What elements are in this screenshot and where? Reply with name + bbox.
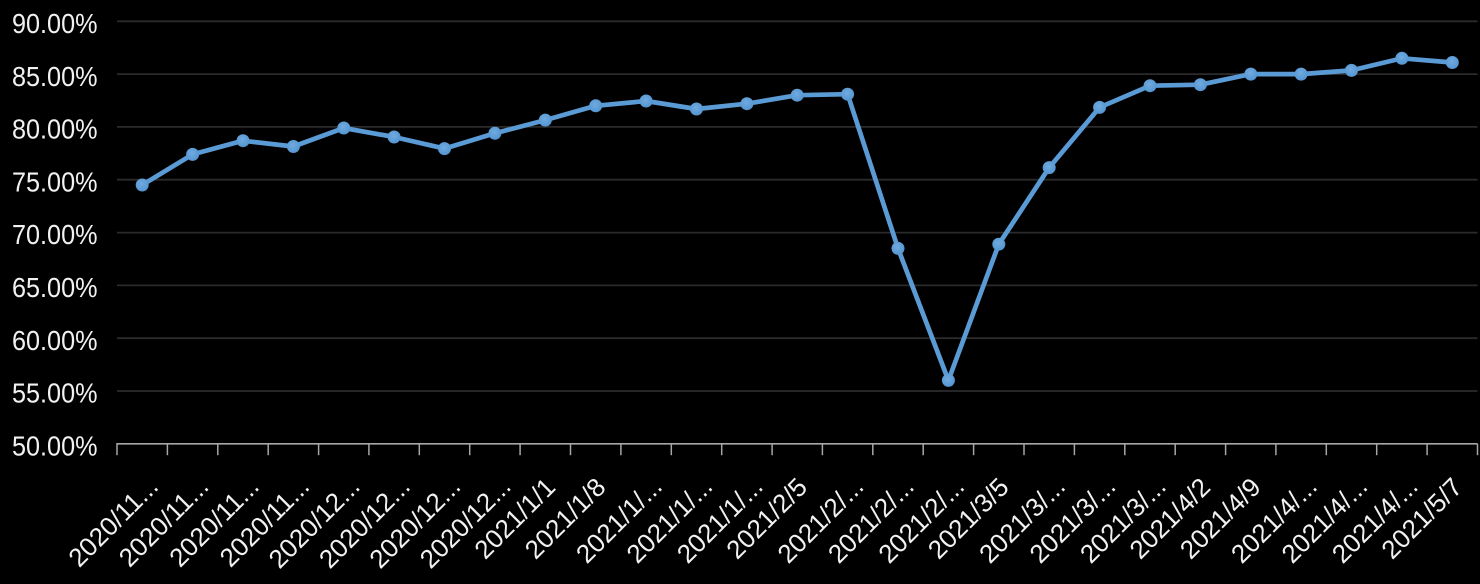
svg-text:60.00%: 60.00% <box>12 325 98 356</box>
svg-text:90.00%: 90.00% <box>12 8 98 39</box>
svg-text:85.00%: 85.00% <box>12 61 98 92</box>
svg-text:75.00%: 75.00% <box>12 166 98 197</box>
svg-text:65.00%: 65.00% <box>12 272 98 303</box>
svg-text:55.00%: 55.00% <box>12 378 98 409</box>
svg-text:80.00%: 80.00% <box>12 114 98 145</box>
svg-text:70.00%: 70.00% <box>12 219 98 250</box>
svg-text:50.00%: 50.00% <box>12 431 98 462</box>
